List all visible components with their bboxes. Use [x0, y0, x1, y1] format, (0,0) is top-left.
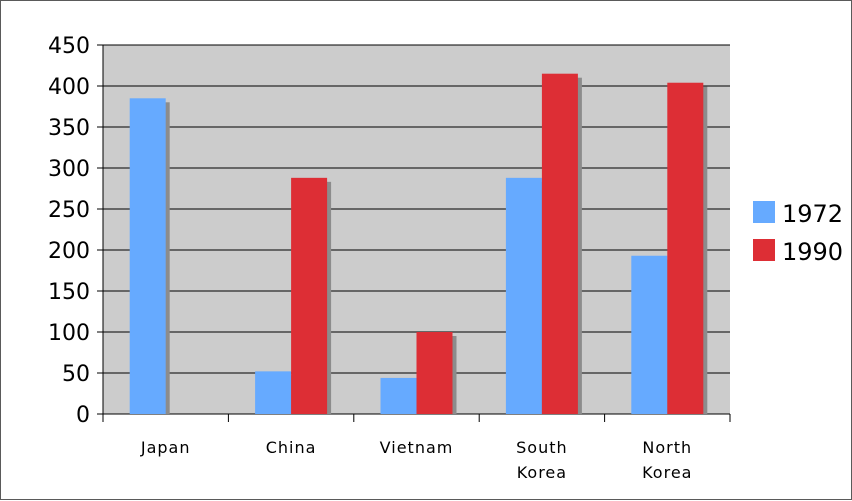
legend-swatch-1990	[753, 239, 775, 261]
bars	[129, 73, 708, 415]
x-tick-label-line: Korea	[517, 463, 567, 482]
bar-1990	[667, 82, 704, 414]
y-tick-label: 250	[48, 198, 90, 223]
legend-label: 1990	[782, 238, 843, 266]
y-tick-label: 450	[48, 34, 90, 59]
x-tick-label-line: Japan	[140, 438, 191, 457]
y-tick-label: 0	[76, 403, 90, 428]
x-tick-label-line: North	[642, 438, 692, 457]
x-tick-label-line: China	[266, 438, 317, 457]
x-tick-label: South Korea	[516, 438, 568, 482]
bar-1990	[541, 73, 578, 414]
y-tick-label: 400	[48, 75, 90, 100]
y-tick-label: 350	[48, 116, 90, 141]
bar-1990	[291, 177, 328, 414]
y-tick-label: 200	[48, 239, 90, 264]
bar-1972	[255, 371, 292, 414]
x-tick-label-line: South	[516, 438, 568, 457]
bar-1972	[380, 377, 417, 414]
x-axis: Japan China Vietnam South Korea North Korea	[102, 413, 731, 482]
legend-label: 1972	[782, 200, 843, 228]
x-tick-label: Japan	[140, 438, 191, 457]
bar-1972	[505, 177, 542, 414]
bar-1972	[631, 255, 668, 414]
y-tick-label: 300	[48, 157, 90, 182]
x-tick-label: North Korea	[642, 438, 692, 482]
x-tick-label-line: Korea	[642, 463, 692, 482]
bar-1972	[129, 98, 166, 415]
y-tick-label: 150	[48, 280, 90, 305]
x-tick-label-line: Vietnam	[380, 438, 454, 457]
y-axis: 0 50 100 150 200 250 300 350 400 450	[48, 34, 104, 428]
y-tick-label: 50	[62, 362, 90, 387]
legend: 1972 1990	[753, 200, 843, 266]
bar-1990	[416, 332, 453, 414]
y-tick-label: 100	[48, 321, 90, 346]
x-tick-label: Vietnam	[380, 438, 454, 457]
legend-swatch-1972	[753, 201, 775, 223]
x-tick-label: China	[266, 438, 317, 457]
